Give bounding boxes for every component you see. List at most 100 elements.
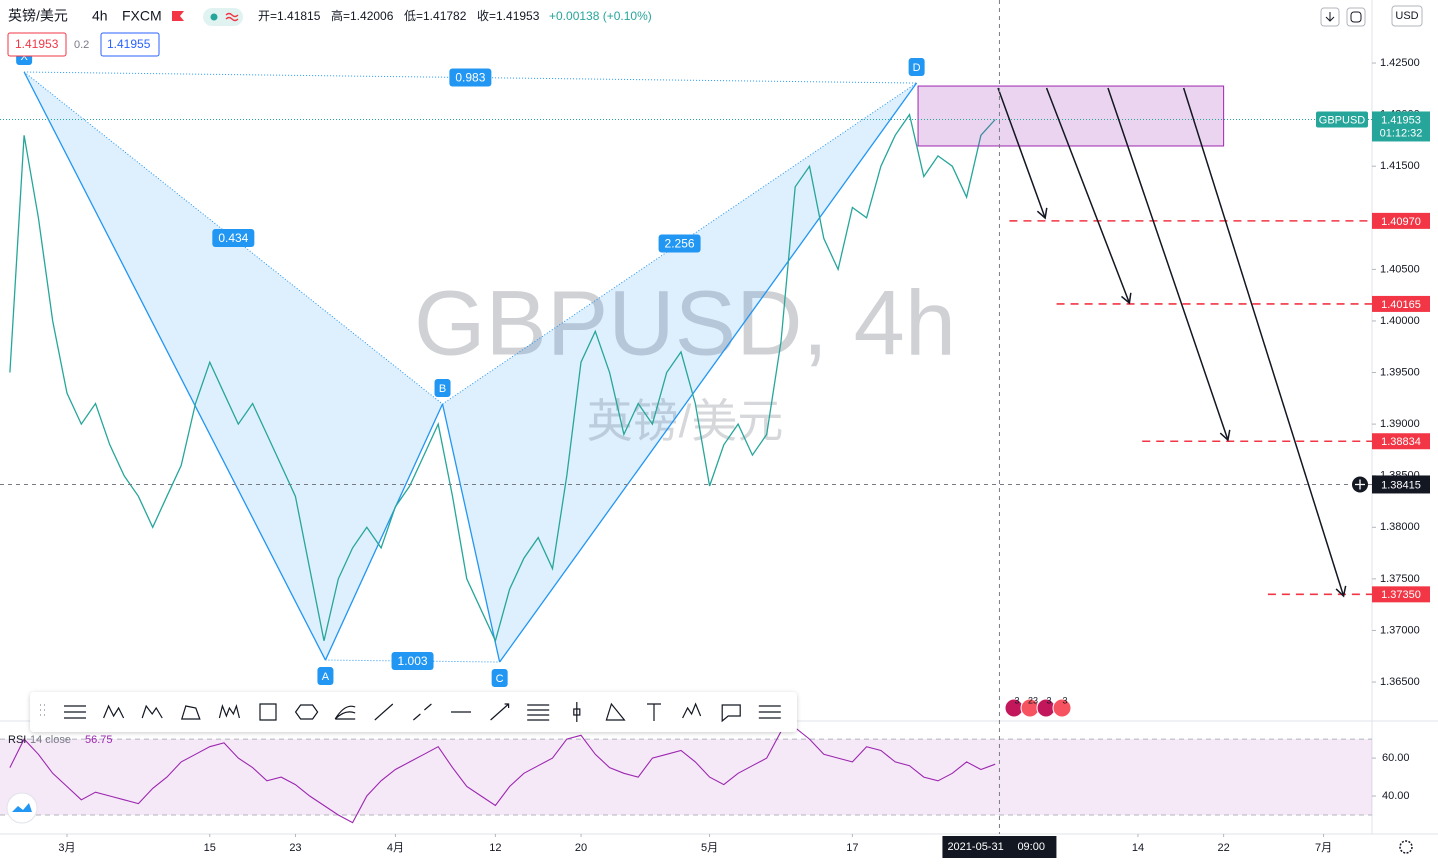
- toolbar-tool[interactable]: [64, 705, 86, 719]
- arrow: [1107, 87, 1231, 442]
- y-tick-label: 1.37500: [1380, 573, 1420, 585]
- point-label: B: [439, 383, 446, 395]
- ratio-badge: [212, 229, 255, 248]
- level-label: 1.37350: [1381, 589, 1421, 601]
- level-badge: [1372, 212, 1430, 229]
- event-count: 3: [1046, 695, 1051, 705]
- currency[interactable]: USD: [1395, 10, 1418, 22]
- pattern-leg: [324, 403, 444, 661]
- download-icon: [1325, 12, 1335, 22]
- crosshair-time: 09:00: [1017, 841, 1045, 853]
- toolbar-tool[interactable]: [103, 704, 125, 719]
- refresh-icon: [1350, 11, 1362, 23]
- header: 英镑/美元 4h FXCM 开=1.41815 高=1.42006 低=1.41…: [7, 5, 1423, 57]
- point-label: A: [322, 671, 330, 683]
- price-line: [9, 113, 996, 643]
- y-tick-label: 1.38000: [1380, 521, 1420, 533]
- ratio-label: 0.983: [455, 71, 485, 85]
- pattern-fill: [24, 72, 443, 661]
- event-icon[interactable]: [1052, 698, 1072, 718]
- status-pill[interactable]: [203, 8, 243, 26]
- ratio-label: 2.256: [665, 237, 695, 251]
- point-label: X: [20, 51, 28, 63]
- open: 开=1.41815: [258, 9, 321, 23]
- y-tick-label: 1.42500: [1380, 57, 1420, 69]
- toolbar-tool[interactable]: [374, 703, 394, 721]
- toolbar-tool[interactable]: [180, 705, 201, 720]
- y-tick-label: 1.40000: [1380, 315, 1420, 327]
- arrow: [1045, 87, 1132, 305]
- currency-button[interactable]: [1391, 5, 1423, 27]
- interval[interactable]: 4h: [92, 8, 108, 24]
- add-alert-icon: [1355, 479, 1365, 490]
- y-tick-label: 1.41500: [1380, 160, 1420, 172]
- point-badge: [434, 379, 451, 398]
- flag-icon[interactable]: [172, 11, 184, 21]
- logo[interactable]: [6, 792, 38, 824]
- point-badge: [317, 667, 334, 686]
- y-tick-label: 1.36500: [1380, 676, 1420, 688]
- x-tick-label: 5月: [701, 842, 718, 854]
- toolbar-tool[interactable]: [413, 703, 432, 721]
- y-tick-label: 1.40500: [1380, 263, 1420, 275]
- buy-price[interactable]: 1.41955: [107, 37, 151, 51]
- toolbar-tool[interactable]: [758, 705, 781, 719]
- point-badge: [908, 58, 925, 77]
- exchange: FXCM: [122, 8, 162, 24]
- rsi-line: [9, 727, 996, 824]
- logo-mark: [12, 803, 32, 812]
- rsi-value: 56.75: [85, 734, 113, 746]
- toolbar-tool[interactable]: [573, 702, 581, 722]
- level-label: 1.40165: [1381, 299, 1421, 311]
- toolbar-tool[interactable]: [721, 704, 741, 723]
- x-tick-label: 7月: [1315, 842, 1332, 854]
- level-badge: [1372, 586, 1430, 603]
- low: 低=1.41782: [404, 9, 467, 23]
- close: 收=1.41953: [477, 9, 540, 23]
- buy-button[interactable]: [100, 32, 160, 57]
- spread: 0.2: [74, 39, 89, 51]
- toolbar-tool[interactable]: [294, 704, 319, 720]
- crosshair-price: 1.38415: [1381, 479, 1421, 491]
- x-tick-label: 14: [1132, 842, 1144, 854]
- toolbar-tool[interactable]: [490, 703, 510, 721]
- sell-price[interactable]: 1.41953: [15, 37, 59, 51]
- toolbar-tool[interactable]: [141, 704, 163, 719]
- status-dot: [210, 13, 218, 21]
- x-tick-label: 23: [289, 842, 301, 854]
- toolbar-tool[interactable]: [605, 702, 626, 721]
- crosshair-date: 2021-05-31: [947, 841, 1003, 853]
- symbol[interactable]: 英镑/美元: [8, 8, 68, 24]
- toolbar-tool[interactable]: [647, 703, 661, 721]
- pattern-leg: [441, 403, 501, 663]
- ratio-label: 1.003: [398, 654, 428, 668]
- point-label: C: [496, 673, 504, 685]
- last-price-label: 1.41953: [1381, 114, 1421, 126]
- toolbar-tool[interactable]: [259, 703, 277, 721]
- refresh-button[interactable]: [1346, 7, 1366, 27]
- pattern-leg: [499, 82, 918, 663]
- high: 高=1.42006: [331, 8, 394, 23]
- crosshair-price-badge: [1372, 475, 1430, 494]
- toolbar-tool[interactable]: [218, 703, 240, 719]
- settings-button[interactable]: [1399, 840, 1413, 854]
- ratio-badge: [658, 234, 701, 253]
- level-badge: [1372, 295, 1430, 312]
- ratio-badge: [391, 652, 434, 671]
- event-count: 3: [1014, 695, 1019, 705]
- toolbar-tool[interactable]: [527, 704, 550, 721]
- rsi-band: [0, 739, 1372, 816]
- x-tick-label: 17: [846, 842, 858, 854]
- y-tick-label: 1.39000: [1380, 418, 1420, 430]
- x-tick-label: 4月: [387, 842, 404, 854]
- pattern-ratio-line: [442, 82, 917, 405]
- x-tick-label: 3月: [58, 842, 75, 854]
- point-label: D: [913, 62, 921, 74]
- price-axis-bg: [1372, 0, 1438, 864]
- toolbar-tool[interactable]: [334, 705, 356, 720]
- toolbar-tool[interactable]: [682, 702, 702, 719]
- sell-button[interactable]: [7, 32, 67, 57]
- pattern-leg: [23, 71, 327, 661]
